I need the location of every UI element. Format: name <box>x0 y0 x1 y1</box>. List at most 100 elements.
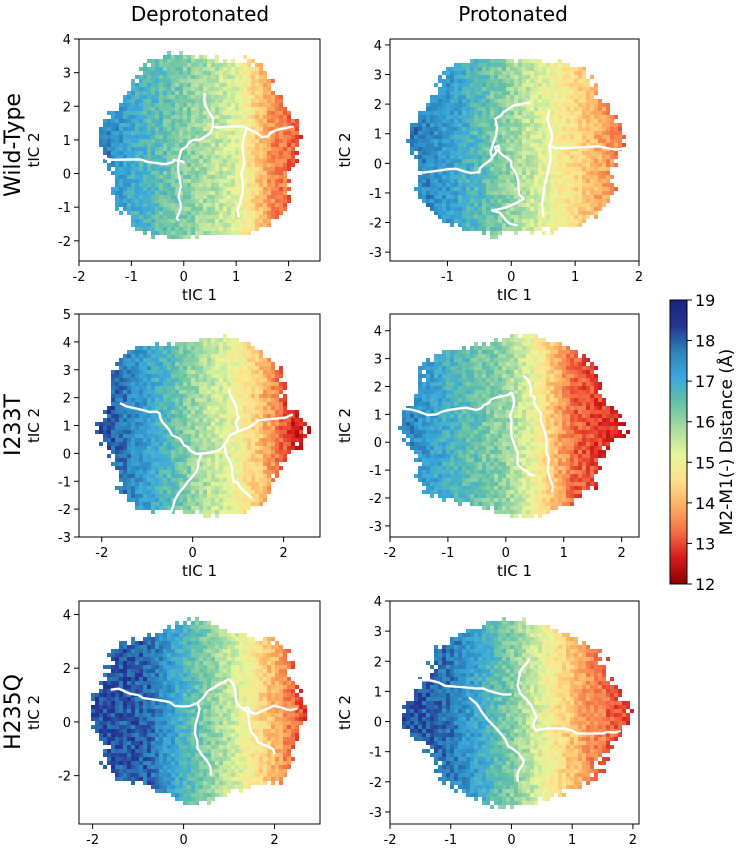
boundary-line <box>104 157 185 166</box>
y-tick-label: 2 <box>63 662 71 677</box>
y-axis-label: tIC 2 <box>336 408 354 443</box>
y-tick-label: 4 <box>63 608 71 623</box>
y-tick-label: -1 <box>58 475 71 490</box>
boundary-line <box>110 687 198 708</box>
y-tick-label: -2 <box>369 776 382 791</box>
y-tick-label: 2 <box>374 655 382 670</box>
axes: -2 -1 0 1 2 -2 -1 0 1 2 3 4 tIC 1 tIC 2 <box>25 33 293 304</box>
y-tick-label: 1 <box>374 128 382 143</box>
y-tick-label: 1 <box>63 134 71 149</box>
boundary-line <box>468 696 525 782</box>
y-tick-label: 0 <box>63 716 71 731</box>
colorbar-tick-label: 12 <box>695 575 715 594</box>
y-tick-label: -1 <box>369 464 382 479</box>
y-tick-label: 4 <box>374 595 382 610</box>
y-tick-label: -2 <box>369 217 382 232</box>
y-tick-label: 2 <box>374 380 382 395</box>
x-axis-label: tIC 1 <box>497 562 532 580</box>
colorbar-tick-label: 13 <box>695 534 715 553</box>
state-boundaries <box>110 677 298 776</box>
colorbar: 12 13 14 15 16 17 18 19 M2-M1(-) Distance (Å) <box>669 291 737 594</box>
x-tick-label: 0 <box>180 270 188 285</box>
x-tick-label: 0 <box>502 546 510 561</box>
x-tick-label: 1 <box>232 270 240 285</box>
x-tick-label: 0 <box>189 546 197 561</box>
y-tick-label: 1 <box>374 408 382 423</box>
y-tick-label: 4 <box>374 39 382 54</box>
row-title-wild-type: Wild-Type <box>1 93 26 197</box>
y-tick-label: 3 <box>374 69 382 84</box>
boundary-line <box>223 444 253 499</box>
state-boundaries <box>401 657 622 782</box>
x-axis-label: tIC 1 <box>182 849 217 851</box>
y-tick-label: 0 <box>374 436 382 451</box>
y-tick-label: 4 <box>63 336 71 351</box>
y-tick-label: -3 <box>58 531 71 546</box>
y-tick-label: 4 <box>374 325 382 340</box>
heatmap-cells <box>406 59 626 239</box>
y-tick-label: 0 <box>374 716 382 731</box>
y-tick-label: 5 <box>63 308 71 323</box>
y-tick-label: 2 <box>374 98 382 113</box>
boundary-line <box>242 704 298 715</box>
heatmap-cells <box>95 334 311 518</box>
column-title-deprotonated: Deprotonated <box>131 2 269 26</box>
x-axis-label: tIC 1 <box>497 849 532 851</box>
state-boundaries <box>104 92 295 222</box>
x-tick-label: -2 <box>73 270 86 285</box>
x-tick-label: 1 <box>560 546 568 561</box>
y-tick-label: 0 <box>374 157 382 172</box>
heatmap-cells <box>99 51 303 239</box>
boundary-line <box>168 452 203 516</box>
x-tick-label: 1 <box>571 270 579 285</box>
y-tick-label: -1 <box>369 746 382 761</box>
x-tick-label: -2 <box>384 833 397 848</box>
boundary-line <box>535 727 622 735</box>
column-title-protonated: Protonated <box>458 2 568 26</box>
boundary-line <box>196 677 244 710</box>
heatmap-cells <box>402 617 634 809</box>
boundary-line <box>401 391 513 417</box>
y-tick-label: 0 <box>63 447 71 462</box>
y-tick-label: -2 <box>58 503 71 518</box>
boundary-line <box>175 149 183 222</box>
x-tick-label: -1 <box>444 833 457 848</box>
colorbar-tick-label: 18 <box>695 332 715 351</box>
row-title-h235q: H235Q <box>1 674 26 750</box>
heatmap-wild-type-protonated: -1 0 1 2 -3 -2 -1 0 1 2 3 4 tIC 1 tIC 2 <box>336 38 643 304</box>
plot-frame <box>389 313 640 538</box>
boundary-line <box>522 374 555 493</box>
y-tick-label: 2 <box>63 392 71 407</box>
boundary-line <box>401 679 512 696</box>
boundary-line <box>212 125 295 139</box>
boundary-line <box>241 707 276 755</box>
state-boundaries <box>119 389 294 516</box>
boundary-line <box>180 92 215 152</box>
heatmap-wild-type-deprotonated: -2 -1 0 1 2 -2 -1 0 1 2 3 4 tIC 1 tIC 2 <box>25 33 321 304</box>
y-tick-label: 3 <box>374 625 382 640</box>
boundary-line <box>402 156 494 175</box>
plot-frame <box>389 38 640 262</box>
axes: -2 0 2 -2 0 2 4 tIC 1 tIC 2 <box>25 608 279 851</box>
x-tick-label: -2 <box>384 546 397 561</box>
x-tick-label: -2 <box>86 833 99 848</box>
y-tick-label: -2 <box>58 770 71 785</box>
boundary-line <box>491 197 525 227</box>
x-tick-label: 0 <box>179 833 187 848</box>
boundary-line <box>516 657 538 732</box>
y-tick-label: 2 <box>63 100 71 115</box>
x-tick-label: -1 <box>125 270 138 285</box>
y-tick-label: 4 <box>63 33 71 48</box>
x-tick-label: 2 <box>617 546 625 561</box>
x-tick-label: 1 <box>568 833 576 848</box>
boundary-line <box>508 391 536 477</box>
y-tick-label: 1 <box>374 685 382 700</box>
state-boundaries <box>401 374 555 493</box>
y-axis-label: tIC 2 <box>25 695 43 730</box>
colorbar-tick-label: 17 <box>695 372 715 391</box>
y-tick-label: 3 <box>374 353 382 368</box>
